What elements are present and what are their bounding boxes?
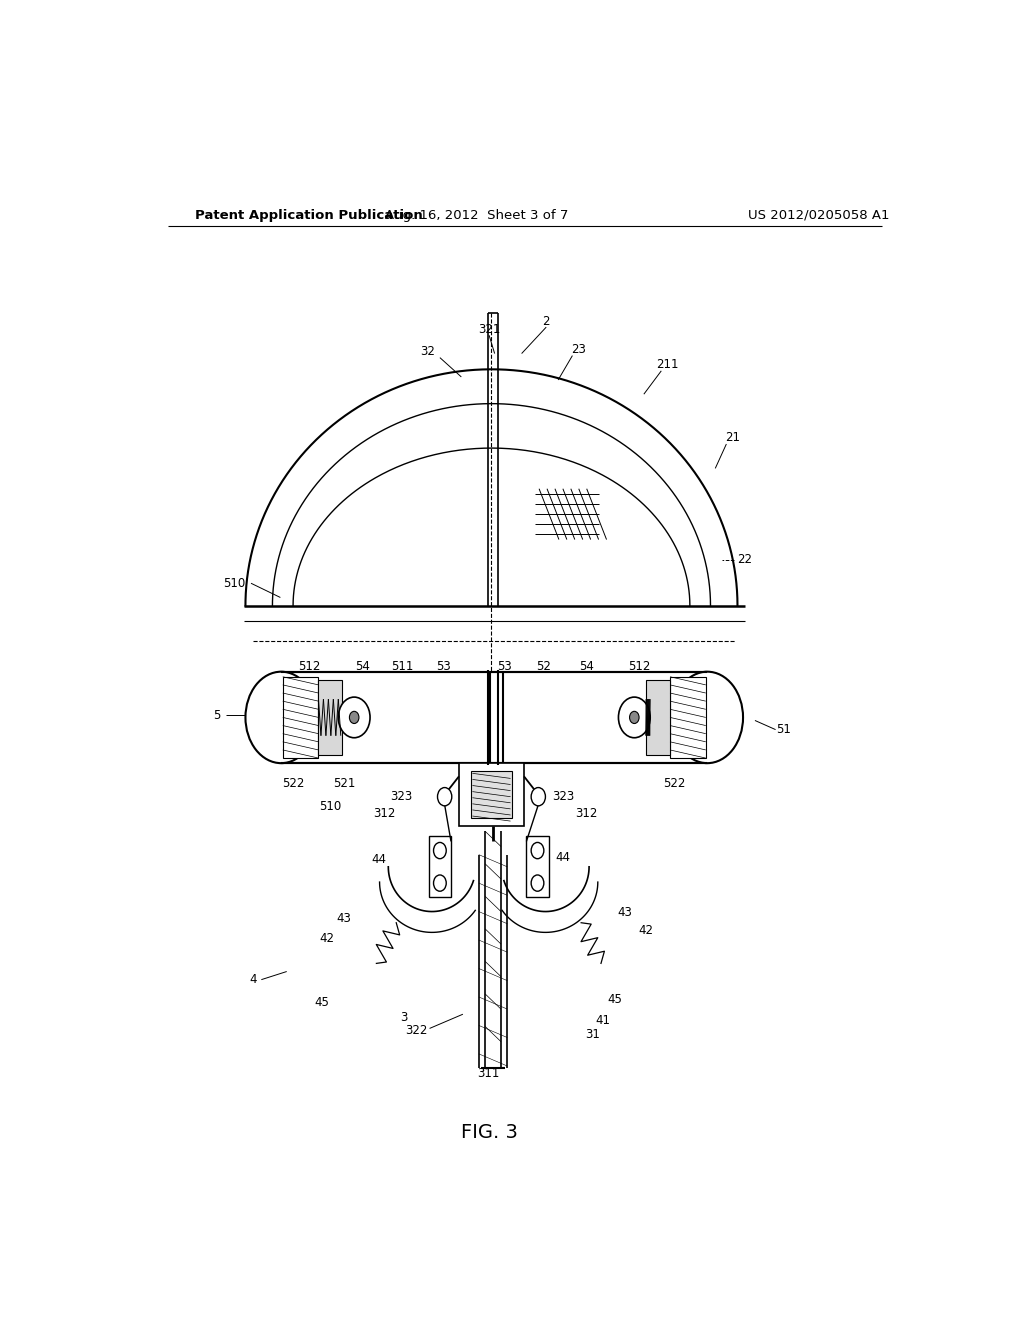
Bar <box>646 680 670 755</box>
Text: 2: 2 <box>543 314 550 327</box>
Text: 3: 3 <box>400 1011 408 1024</box>
Text: 52: 52 <box>537 660 551 673</box>
Text: 522: 522 <box>663 777 685 789</box>
Text: Patent Application Publication: Patent Application Publication <box>196 209 423 222</box>
Text: 54: 54 <box>355 660 371 673</box>
Text: 41: 41 <box>595 1014 610 1027</box>
Circle shape <box>618 697 650 738</box>
Circle shape <box>531 842 544 859</box>
Circle shape <box>531 788 546 805</box>
Bar <box>318 680 342 755</box>
Text: 510: 510 <box>319 800 341 813</box>
Circle shape <box>672 672 743 763</box>
Text: 4: 4 <box>250 973 257 986</box>
Text: 21: 21 <box>725 432 740 445</box>
Circle shape <box>531 875 544 891</box>
Text: 31: 31 <box>585 1028 600 1041</box>
Text: 51: 51 <box>776 723 791 737</box>
Text: 521: 521 <box>333 777 355 789</box>
Text: 22: 22 <box>736 553 752 566</box>
Text: FIG. 3: FIG. 3 <box>461 1122 517 1142</box>
Text: 512: 512 <box>628 660 650 673</box>
Circle shape <box>338 697 370 738</box>
Text: 312: 312 <box>575 808 598 821</box>
Circle shape <box>437 788 452 805</box>
Circle shape <box>349 711 359 723</box>
Bar <box>471 771 512 818</box>
Text: 32: 32 <box>420 345 434 358</box>
Text: 512: 512 <box>298 660 321 673</box>
Text: 323: 323 <box>391 791 413 803</box>
Text: 42: 42 <box>638 924 653 937</box>
Circle shape <box>433 875 446 891</box>
Text: 45: 45 <box>314 995 329 1008</box>
Circle shape <box>630 711 639 723</box>
Circle shape <box>433 842 446 859</box>
Text: 211: 211 <box>656 358 679 371</box>
Text: 312: 312 <box>373 808 395 821</box>
Text: 510: 510 <box>223 577 246 590</box>
Bar <box>283 677 318 758</box>
Text: 53: 53 <box>497 660 512 673</box>
Text: 322: 322 <box>404 1024 427 1038</box>
Text: Aug. 16, 2012  Sheet 3 of 7: Aug. 16, 2012 Sheet 3 of 7 <box>385 209 569 222</box>
Text: 511: 511 <box>391 660 414 673</box>
Text: 43: 43 <box>337 912 351 925</box>
Text: 42: 42 <box>318 932 334 945</box>
Bar <box>282 672 708 763</box>
Text: 522: 522 <box>282 777 304 789</box>
Text: 323: 323 <box>552 791 574 803</box>
Text: 321: 321 <box>478 322 501 335</box>
Bar <box>670 677 706 758</box>
Text: 23: 23 <box>571 343 586 356</box>
Bar <box>429 837 451 898</box>
Text: 44: 44 <box>555 851 570 865</box>
Text: 44: 44 <box>372 853 386 866</box>
Text: 54: 54 <box>580 660 594 673</box>
Text: 5: 5 <box>213 709 220 722</box>
Text: 311: 311 <box>477 1067 500 1080</box>
Text: US 2012/0205058 A1: US 2012/0205058 A1 <box>748 209 889 222</box>
Text: 53: 53 <box>436 660 452 673</box>
Text: 43: 43 <box>617 906 632 919</box>
Text: 45: 45 <box>608 994 623 1006</box>
Circle shape <box>246 672 316 763</box>
Bar <box>526 837 549 898</box>
Bar <box>459 763 524 826</box>
